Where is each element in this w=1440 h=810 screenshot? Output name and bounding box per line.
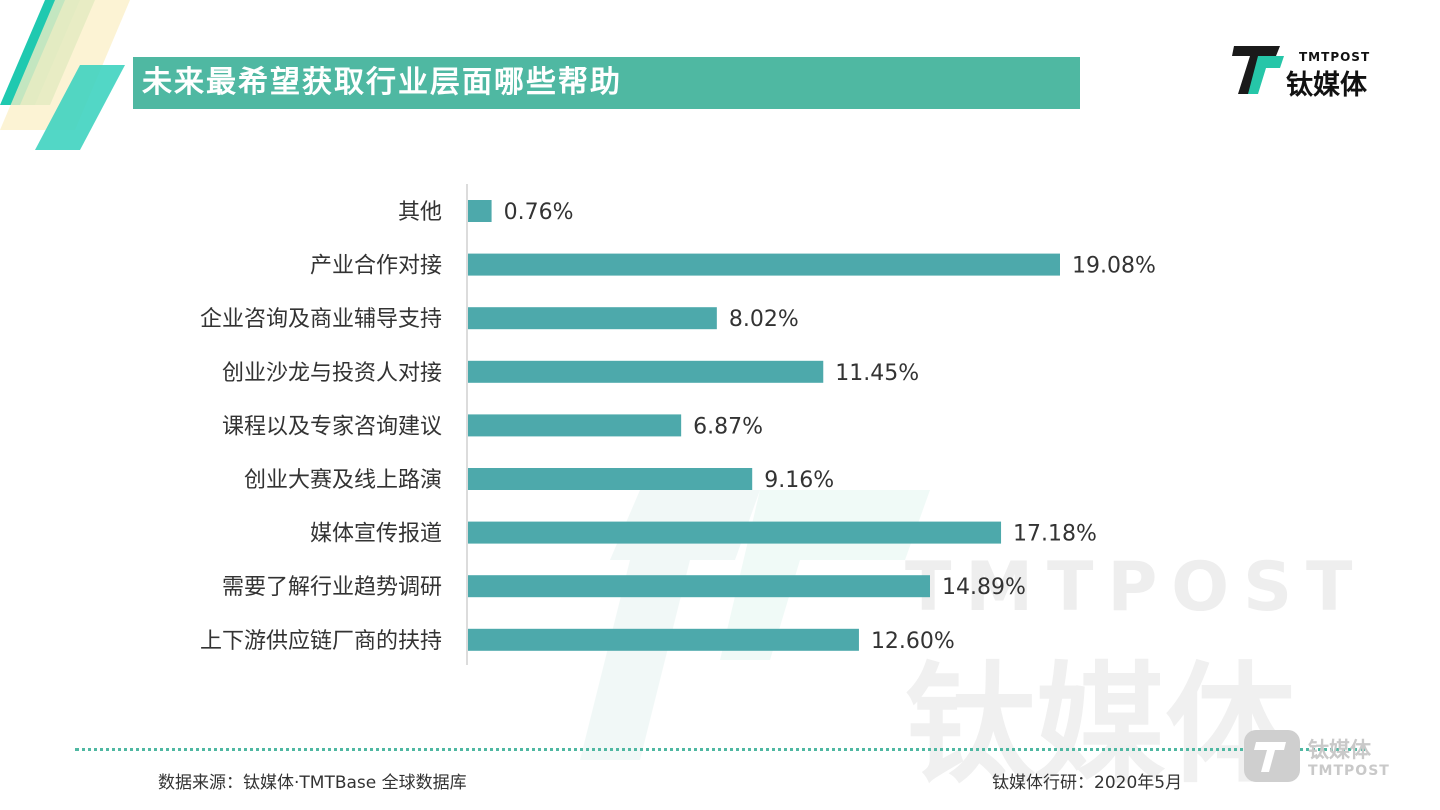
footer-divider <box>75 748 1365 751</box>
bar-8 <box>468 628 859 651</box>
value-label: 19.08% <box>1072 254 1156 279</box>
bar-0 <box>468 200 492 222</box>
category-label: 需要了解行业趋势调研 <box>222 575 442 600</box>
bar-7 <box>468 575 930 598</box>
logo-chinese: 钛媒体 <box>1286 70 1367 101</box>
corner-logo-icon <box>1244 730 1300 782</box>
corner-logo-english: TMTPOST <box>1308 763 1390 779</box>
category-label: 媒体宣传报道 <box>310 522 442 547</box>
value-label: 6.87% <box>693 414 763 439</box>
value-label: 0.76% <box>504 200 574 225</box>
corner-logo-chinese: 钛媒体 <box>1308 738 1371 762</box>
category-label: 上下游供应链厂商的扶持 <box>200 629 442 654</box>
category-label: 企业咨询及商业辅导支持 <box>200 307 442 332</box>
decorative-stripes <box>0 0 130 150</box>
bar-2 <box>468 307 717 330</box>
category-label: 产业合作对接 <box>310 254 442 279</box>
bar-6 <box>468 521 1002 544</box>
category-label: 创业大赛及线上路演 <box>244 468 442 493</box>
value-label: 11.45% <box>835 361 919 386</box>
watermark-chinese: 钛媒体 <box>905 649 1295 801</box>
page-title: 未来最希望获取行业层面哪些帮助 <box>142 65 622 100</box>
bar-1 <box>468 253 1060 276</box>
value-label: 14.89% <box>942 575 1026 600</box>
bar-5 <box>468 468 753 490</box>
tmtpost-logo-icon <box>1232 46 1284 94</box>
value-label: 17.18% <box>1013 522 1097 547</box>
bar-4 <box>468 414 682 437</box>
bars-group: 其他 0.76% 产业合作对接 19.08% 企业咨询及商业辅导支持 8.02% 创业沙龙与… <box>200 200 1156 654</box>
category-label: 创业沙龙与投资人对接 <box>222 361 442 386</box>
category-label: 课程以及专家咨询建议 <box>222 414 442 439</box>
bar-3 <box>468 360 824 383</box>
value-label: 9.16% <box>764 468 834 493</box>
title-banner <box>133 57 1080 109</box>
watermark-english: TMTPOST <box>905 548 1366 627</box>
value-label: 8.02% <box>729 307 799 332</box>
logo-english: TMTPOST <box>1299 50 1371 64</box>
footer-source: 数据来源：钛媒体·TMTBase 全球数据库 <box>158 773 467 793</box>
footer-date: 钛媒体行研：2020年5月 <box>992 773 1183 793</box>
value-label: 12.60% <box>871 629 955 654</box>
category-label: 其他 <box>398 200 442 225</box>
